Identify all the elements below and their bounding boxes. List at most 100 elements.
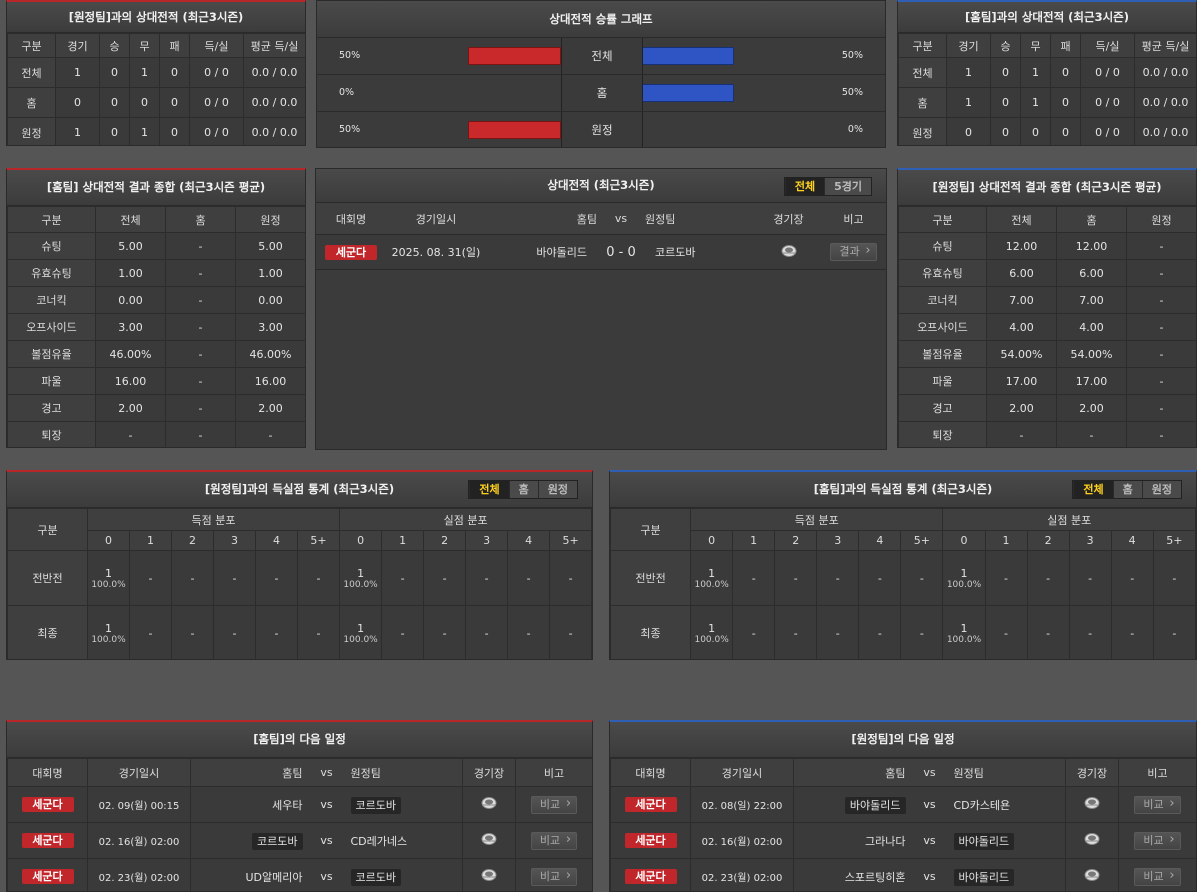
goal-pct: 100.0% — [694, 579, 729, 590]
cell: - — [165, 367, 236, 395]
action-button[interactable]: 비교 — [530, 795, 578, 814]
goal-count: 1 — [357, 621, 365, 635]
data-row: 코너킥 7.00 7.00- — [898, 286, 1196, 314]
cell: 16.00 — [95, 367, 166, 395]
goal-count: - — [232, 571, 237, 585]
goals-table: 구분 득점 분포 실점 분포 0 1 2 3 4 5+ 0 1 2 3 4 5+ 전반전 1 100.0% - - - -… — [610, 508, 1196, 659]
action-button[interactable]: 결과 — [830, 243, 877, 261]
goal-count-header: 1 — [129, 530, 172, 551]
cell: 5.00 — [95, 232, 166, 260]
home-wrap: 바야돌리드 — [486, 244, 591, 260]
goal-cell: - — [549, 550, 592, 606]
cell: 0.00 — [95, 286, 166, 314]
panel-title: [홈팀] 상대전적 결과 종합 (최근3시즌 평균) — [7, 170, 305, 206]
goal-count: - — [835, 571, 840, 585]
tab[interactable]: 전체 — [784, 178, 825, 195]
stats-table: 구분 경기 승 무 패 득/실 평균 득/실 전체 1 0 1 0 0 / 0 0.0 / 0.0 홈 0 0 0… — [7, 33, 305, 145]
cell: - — [235, 421, 305, 447]
column-header: 무 — [1020, 33, 1051, 58]
home-summary-panel: [홈팀] 상대전적 결과 종합 (최근3시즌 평균) 구분 전체 홈 원정 슈팅 5.00… — [6, 168, 306, 448]
home-rate: 50% — [339, 124, 361, 135]
tab-group: 전체 5경기 — [783, 177, 872, 196]
header-row: 구분 전체 홈 원정 — [7, 206, 305, 233]
tab[interactable]: 원정 — [1141, 481, 1181, 498]
tab[interactable]: 전체 — [469, 481, 509, 498]
goal-count: - — [793, 571, 798, 585]
goal-cell: - — [732, 605, 776, 659]
action-cell: 비교 — [515, 786, 592, 823]
action-cell: 결과 — [821, 234, 886, 270]
column-header: 무 — [129, 33, 160, 58]
h2h-away-panel: [원정팀]과의 상대전적 (최근3시즌) 구분 경기 승 무 패 득/실 평균 득/실 전체 1… — [6, 0, 306, 146]
cell: 54.00% — [1056, 340, 1127, 368]
column-header: 홈 — [165, 206, 236, 233]
goal-count-header: 5+ — [900, 530, 944, 551]
away-wrap: CD레가네스 — [347, 833, 463, 849]
row-label: 홈 — [7, 87, 56, 118]
row-label: 오프사이드 — [7, 313, 96, 341]
tab[interactable]: 5경기 — [824, 178, 871, 195]
match-table: 대회명 경기일시 홈팀 vs 원정팀 경기장 비고 세군다 2025. 08. 31(일) 바야돌… — [316, 203, 886, 270]
goals-away-panel: [원정팀]과의 득실점 통계 (최근3시즌) 전체 홈 원정 구분 득점 분포 실점 분포… — [6, 470, 593, 660]
column-header: 승 — [99, 33, 130, 58]
goal-cell: - — [296, 550, 341, 606]
cell: 12.00 — [1056, 232, 1127, 260]
cell: 0 / 0 — [1080, 57, 1135, 88]
goal-count-header: 1 — [984, 530, 1028, 551]
goal-cell: - — [129, 550, 172, 606]
home-header: 홈팀 — [282, 766, 303, 780]
cell: 0 — [99, 87, 130, 118]
away-team: 코르도바 — [350, 868, 401, 886]
header-row: 대회명 경기일시 홈팀 vs 원정팀 경기장 비고 — [316, 203, 886, 235]
league-badge: 세군다 — [624, 833, 677, 848]
action-button[interactable]: 비교 — [1134, 831, 1181, 850]
row-label: 퇴장 — [7, 421, 96, 447]
league-badge: 세군다 — [325, 244, 377, 260]
column-header: 패 — [1050, 33, 1081, 58]
row-label: 원정 — [7, 117, 56, 145]
goal-cell: 1 100.0% — [87, 605, 130, 659]
cell: 1 — [129, 57, 160, 88]
action-button[interactable]: 비교 — [1134, 795, 1181, 814]
tab[interactable]: 전체 — [1073, 481, 1113, 498]
cell: - — [1126, 340, 1196, 368]
goal-count-header: 3 — [816, 530, 860, 551]
away-wrap: CD카스테욘 — [950, 797, 1066, 813]
tab[interactable]: 홈 — [508, 481, 538, 498]
cell: 0 — [99, 117, 130, 145]
league-cell: 세군다 — [7, 786, 88, 823]
date-cell: 02. 23(월) 02:00 — [87, 858, 191, 891]
stadium-icon — [481, 833, 497, 845]
column-header: 경기 — [55, 33, 100, 58]
panel-title: 상대전적 (최근3시즌) 전체 5경기 — [316, 169, 886, 203]
goal-count-header: 2 — [774, 530, 818, 551]
tab[interactable]: 홈 — [1112, 481, 1142, 498]
cell: 54.00% — [986, 340, 1057, 368]
action-button[interactable]: 비교 — [530, 831, 578, 850]
tab[interactable]: 원정 — [537, 481, 577, 498]
row-label: 경고 — [7, 394, 96, 422]
schedule-home-panel: [홈팀]의 다음 일정 대회명 경기일시 홈팀 vs 원정팀 경기장 비고 세군다 02. 09… — [6, 720, 593, 892]
goal-count: - — [1130, 626, 1135, 640]
cell: 0 — [129, 87, 160, 118]
goal-cell: - — [984, 605, 1028, 659]
header-row: 구분 전체 홈 원정 — [898, 206, 1196, 233]
goal-pct: 100.0% — [343, 634, 378, 645]
teams-cell: 바야돌리드 vs CD카스테욘 — [793, 786, 1066, 823]
action-button[interactable]: 비교 — [1134, 867, 1181, 886]
vs: vs — [320, 798, 333, 811]
away-bar — [641, 47, 734, 65]
row-label: 코너킥 — [7, 286, 96, 314]
stadium-icon — [1084, 869, 1100, 881]
action-button[interactable]: 비교 — [530, 867, 578, 886]
column-header: 구분 — [7, 206, 96, 233]
column-header: 평균 득/실 — [243, 33, 305, 58]
away-team: CD레가네스 — [350, 834, 408, 848]
goal-count-header: 5+ — [1152, 530, 1196, 551]
column-header: 원정 — [1126, 206, 1196, 233]
row-label: 원정 — [561, 112, 643, 147]
cell: - — [165, 340, 236, 368]
column-header: 평균 득/실 — [1134, 33, 1196, 58]
